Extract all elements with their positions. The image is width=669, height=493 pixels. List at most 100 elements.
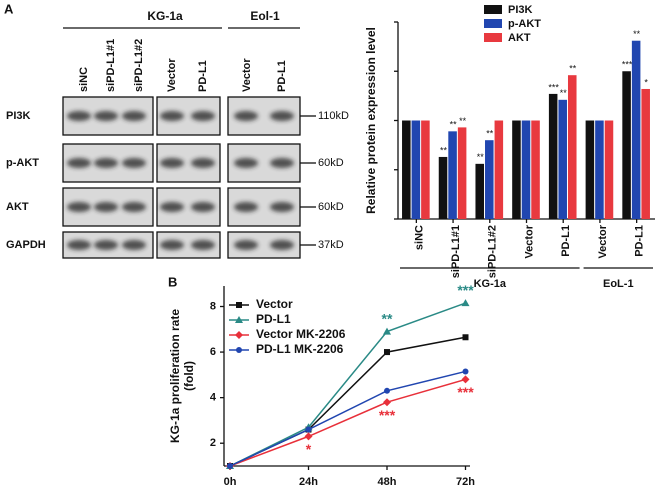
- legend-label: p-AKT: [508, 18, 541, 30]
- size-label: 60kD: [318, 157, 344, 169]
- significance: **: [560, 88, 568, 98]
- x-tick-label: siPD-L1#1: [450, 225, 462, 278]
- bar: [641, 88, 650, 219]
- blot-band: [191, 202, 215, 212]
- marker: [383, 398, 391, 407]
- significance: **: [477, 152, 485, 162]
- blot-band: [191, 240, 215, 250]
- bar: [402, 120, 411, 219]
- bar: [485, 140, 494, 219]
- legend-label: Vector MK-2206: [256, 327, 346, 341]
- blot-panel: A KG-1a Eol-1 siNC siPD-L1#1 siPD-L1#2 V…: [4, 1, 349, 259]
- significance: **: [450, 120, 458, 130]
- x-tick-label: PD-L1: [560, 225, 572, 257]
- bar: [531, 120, 540, 219]
- marker: [462, 368, 469, 375]
- bar: [448, 131, 457, 219]
- lane-label: Vector: [166, 58, 178, 92]
- row-label: PI3K: [6, 110, 31, 122]
- blot-band: [270, 202, 294, 212]
- blot-band: [94, 111, 118, 121]
- significance: **: [569, 64, 577, 74]
- bar: [457, 127, 467, 219]
- bar: [567, 75, 577, 219]
- legend-label: AKT: [508, 32, 531, 44]
- marker: [461, 299, 470, 307]
- significance: ***: [457, 384, 474, 400]
- blot-band: [270, 111, 294, 121]
- marker: [236, 347, 242, 353]
- y-axis-label: KG-1a proliferation rate: [168, 309, 182, 443]
- marker: [383, 327, 391, 335]
- x-tick-label: 24h: [299, 476, 318, 488]
- bar: [631, 40, 641, 220]
- panel-label: B: [168, 274, 177, 289]
- bar: [411, 120, 421, 219]
- significance: ***: [548, 82, 559, 92]
- blot-band: [234, 202, 258, 212]
- blot-band: [270, 158, 294, 168]
- group-label: EoL-1: [603, 278, 634, 290]
- blot-band: [122, 240, 146, 250]
- row-label: p-AKT: [6, 157, 39, 169]
- y-tick-label: 4: [210, 392, 217, 404]
- blot-band: [94, 158, 118, 168]
- line: [229, 370, 466, 467]
- row-label: GAPDH: [6, 239, 46, 251]
- x-tick-label: 0h: [224, 476, 237, 488]
- legend-label: PI3K: [508, 4, 533, 16]
- blot-band: [122, 111, 146, 121]
- legend-label: PD-L1: [256, 312, 291, 326]
- blot-band: [160, 240, 184, 250]
- legend-swatch: [484, 19, 502, 28]
- line: [229, 378, 466, 467]
- line: [229, 336, 466, 467]
- bar: [558, 99, 567, 219]
- lane-label: PD-L1: [276, 60, 288, 92]
- blot-band: [122, 202, 146, 212]
- blot-band: [67, 111, 91, 121]
- marker: [236, 302, 242, 308]
- blot-band: [191, 158, 215, 168]
- blot-images: [62, 96, 316, 259]
- x-tick-label: siNC: [413, 225, 425, 250]
- line: [229, 302, 466, 467]
- group-label: Eol-1: [250, 9, 280, 23]
- charts: Relative protein expression level siNC siP…: [168, 4, 655, 488]
- y-axis-label: (fold): [182, 361, 196, 391]
- blot-band: [234, 111, 258, 121]
- legend-label: Vector: [256, 297, 293, 311]
- blot-band: [122, 158, 146, 168]
- marker: [384, 387, 390, 394]
- bar: [475, 163, 485, 219]
- marker: [305, 426, 312, 433]
- lane-label: siPD-L1#1: [105, 39, 117, 92]
- marker: [461, 375, 470, 384]
- marker: [235, 316, 243, 323]
- blot-band: [191, 111, 215, 121]
- x-tick-label: Vector: [523, 224, 535, 258]
- lane-label: Vector: [241, 58, 253, 92]
- significance: *: [644, 77, 648, 87]
- y-tick-label: 6: [210, 346, 216, 358]
- significance: **: [633, 29, 641, 39]
- bar: [521, 120, 531, 219]
- group-label: KG-1a: [474, 278, 507, 290]
- blot-band: [160, 158, 184, 168]
- marker: [304, 432, 313, 441]
- marker: [235, 331, 243, 339]
- lane-label: siNC: [78, 67, 90, 92]
- size-label: 60kD: [318, 201, 344, 213]
- marker: [227, 463, 233, 469]
- row-label: AKT: [6, 201, 29, 213]
- blot-band: [67, 158, 91, 168]
- y-axis-label: Relative protein expression level: [364, 27, 378, 214]
- significance: **: [486, 129, 494, 139]
- lane-label: siPD-L1#2: [133, 39, 145, 92]
- bar: [604, 120, 614, 219]
- blot-band: [94, 202, 118, 212]
- x-tick-label: 48h: [378, 476, 397, 488]
- y-tick-label: 8: [210, 300, 216, 312]
- blot-band: [160, 202, 184, 212]
- size-label: 110kD: [318, 110, 349, 122]
